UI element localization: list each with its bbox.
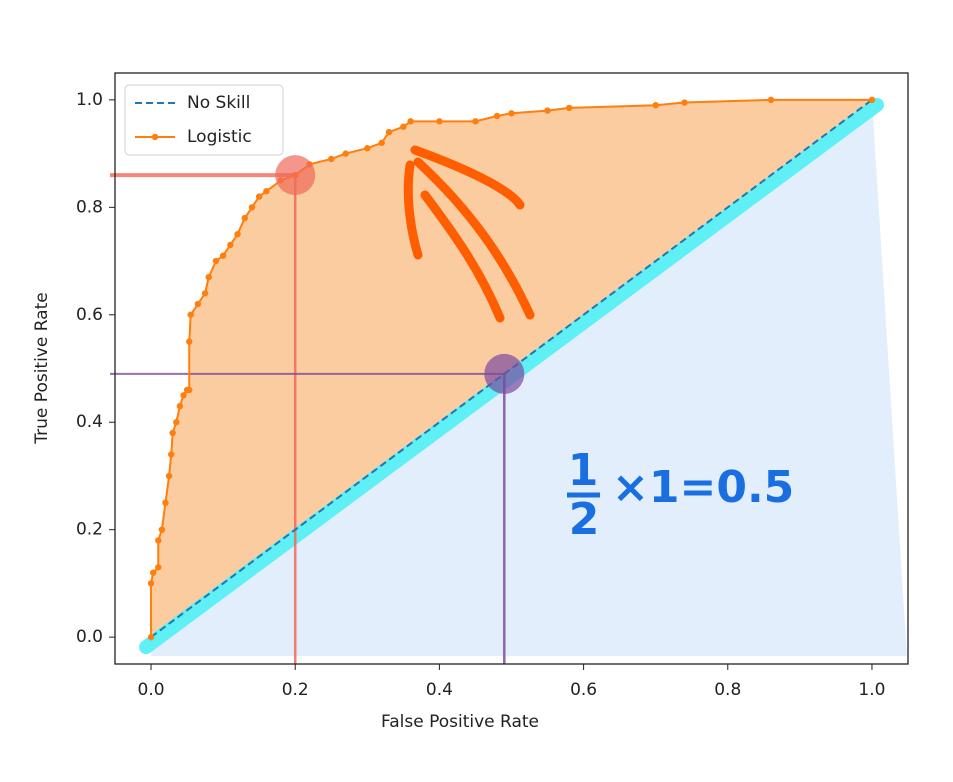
y-tick-label: 0.2 bbox=[76, 520, 103, 540]
point bbox=[868, 96, 876, 104]
legend-marker bbox=[151, 133, 159, 141]
x-tick-label: 1.0 bbox=[858, 680, 885, 700]
y-tick-label: 0.8 bbox=[76, 197, 103, 217]
plot-background bbox=[139, 97, 907, 656]
point bbox=[472, 118, 479, 125]
point bbox=[565, 104, 573, 112]
point bbox=[241, 214, 248, 222]
point bbox=[681, 99, 688, 106]
point bbox=[234, 230, 241, 238]
point bbox=[248, 204, 256, 211]
point bbox=[378, 139, 385, 147]
line bbox=[150, 98, 872, 638]
y-axis-label: True Positive Rate bbox=[32, 292, 52, 444]
annotation-numerator: 1 bbox=[568, 445, 599, 496]
x-tick-label: 0.4 bbox=[426, 680, 453, 700]
point bbox=[328, 155, 335, 163]
point bbox=[155, 537, 162, 544]
point bbox=[194, 300, 202, 308]
point bbox=[169, 429, 176, 437]
point bbox=[205, 273, 212, 281]
x-tick-label: 0.6 bbox=[570, 680, 597, 700]
marker-point bbox=[275, 155, 316, 196]
arrow bbox=[403, 145, 535, 323]
point bbox=[436, 118, 443, 125]
point bbox=[176, 402, 184, 410]
point bbox=[255, 193, 263, 200]
plot-frame bbox=[114, 72, 909, 665]
point bbox=[508, 110, 515, 117]
x-tick-label: 0.8 bbox=[714, 680, 741, 700]
point bbox=[263, 188, 270, 195]
point bbox=[186, 338, 193, 345]
no-skill-area bbox=[151, 99, 907, 656]
y-tick-label: 0.6 bbox=[76, 305, 103, 325]
y-tick-label: 1.0 bbox=[76, 90, 103, 110]
point bbox=[212, 257, 220, 265]
point bbox=[201, 290, 209, 297]
point bbox=[147, 580, 155, 587]
point bbox=[187, 311, 194, 318]
y-tick-label: 0.0 bbox=[76, 627, 103, 647]
point bbox=[180, 392, 187, 399]
line bbox=[150, 99, 873, 638]
annotation-text: ×1=0.5 bbox=[612, 462, 794, 513]
point bbox=[767, 96, 775, 104]
point bbox=[493, 112, 501, 120]
legend-label: Logistic bbox=[187, 127, 252, 147]
point bbox=[155, 564, 162, 571]
point bbox=[364, 145, 371, 152]
x-tick-label: 0.2 bbox=[282, 680, 309, 700]
point bbox=[407, 118, 414, 125]
x-tick-label: 0.0 bbox=[138, 680, 165, 700]
point bbox=[219, 252, 227, 259]
point bbox=[158, 526, 166, 533]
point bbox=[168, 451, 175, 458]
point bbox=[342, 150, 349, 157]
point bbox=[227, 241, 234, 249]
point bbox=[173, 419, 180, 426]
point bbox=[400, 123, 407, 130]
point bbox=[150, 569, 157, 576]
point bbox=[162, 499, 169, 507]
point bbox=[165, 472, 173, 480]
point bbox=[652, 102, 659, 109]
point bbox=[385, 128, 393, 136]
annotation-denominator: 2 bbox=[569, 494, 600, 545]
legend-label: No Skill bbox=[187, 93, 250, 113]
point bbox=[186, 386, 193, 394]
y-tick-label: 0.4 bbox=[76, 412, 103, 432]
marker-point bbox=[484, 353, 525, 394]
x-axis-label: False Positive Rate bbox=[381, 712, 539, 732]
point bbox=[147, 633, 155, 641]
point bbox=[544, 107, 551, 114]
